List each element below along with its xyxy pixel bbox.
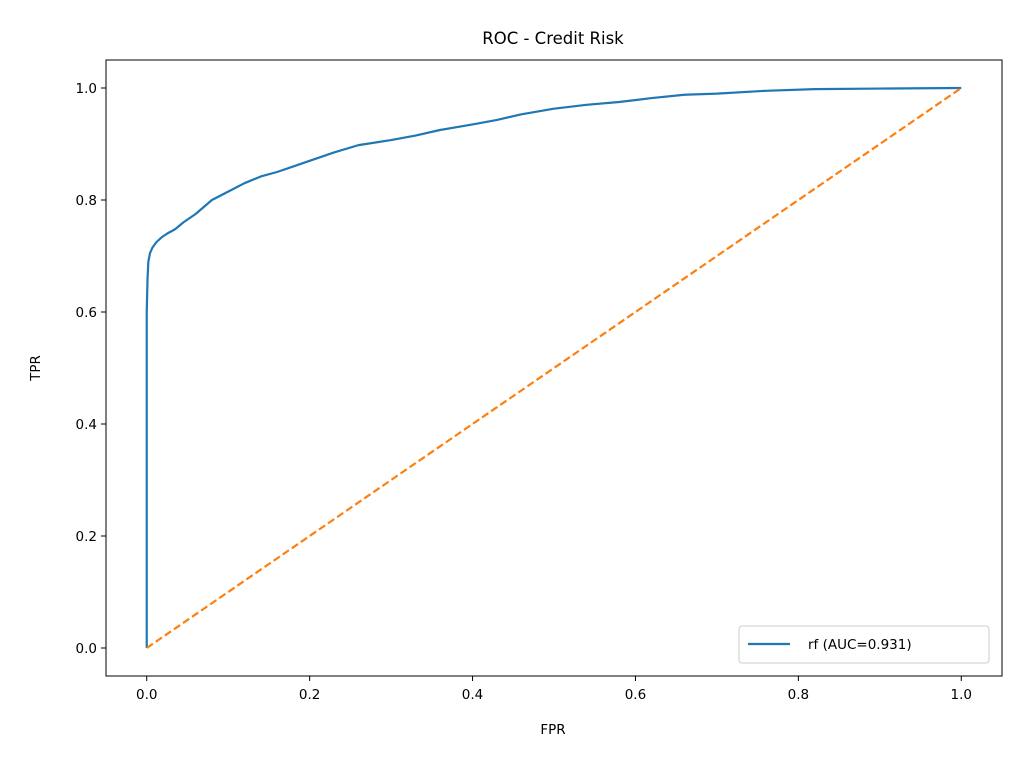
- x-tick-label: 0.2: [299, 687, 320, 703]
- x-tick-label: 0.6: [625, 687, 646, 703]
- y-tick-label: 0.4: [76, 417, 97, 433]
- x-tick-label: 1.0: [951, 687, 972, 703]
- plot-area: [105, 59, 1003, 677]
- series-layer: [145, 86, 962, 649]
- x-axis-label: FPR: [540, 722, 565, 738]
- x-tick-label: 0.8: [788, 687, 809, 703]
- chart-title: ROC - Credit Risk: [482, 29, 624, 48]
- legend: rf (AUC=0.931): [738, 625, 990, 664]
- y-tick-label: 0.8: [76, 193, 97, 209]
- y-tick-label: 0.0: [76, 641, 97, 657]
- x-axis-ticks: 0.0 0.2 0.4 0.6 0.8 1.0: [136, 676, 972, 703]
- y-axis-label: TPR: [28, 355, 44, 382]
- x-tick-label: 0.0: [136, 687, 157, 703]
- legend-label-rf: rf (AUC=0.931): [808, 637, 912, 653]
- y-tick-label: 0.6: [76, 305, 97, 321]
- y-axis-ticks: 0.0 0.2 0.4 0.6 0.8 1.0: [76, 81, 106, 657]
- x-tick-label: 0.4: [462, 687, 483, 703]
- roc-curve-line: [145, 86, 962, 648]
- y-tick-label: 1.0: [76, 81, 97, 97]
- legend-box: [738, 625, 990, 664]
- y-tick-label: 0.2: [76, 529, 97, 545]
